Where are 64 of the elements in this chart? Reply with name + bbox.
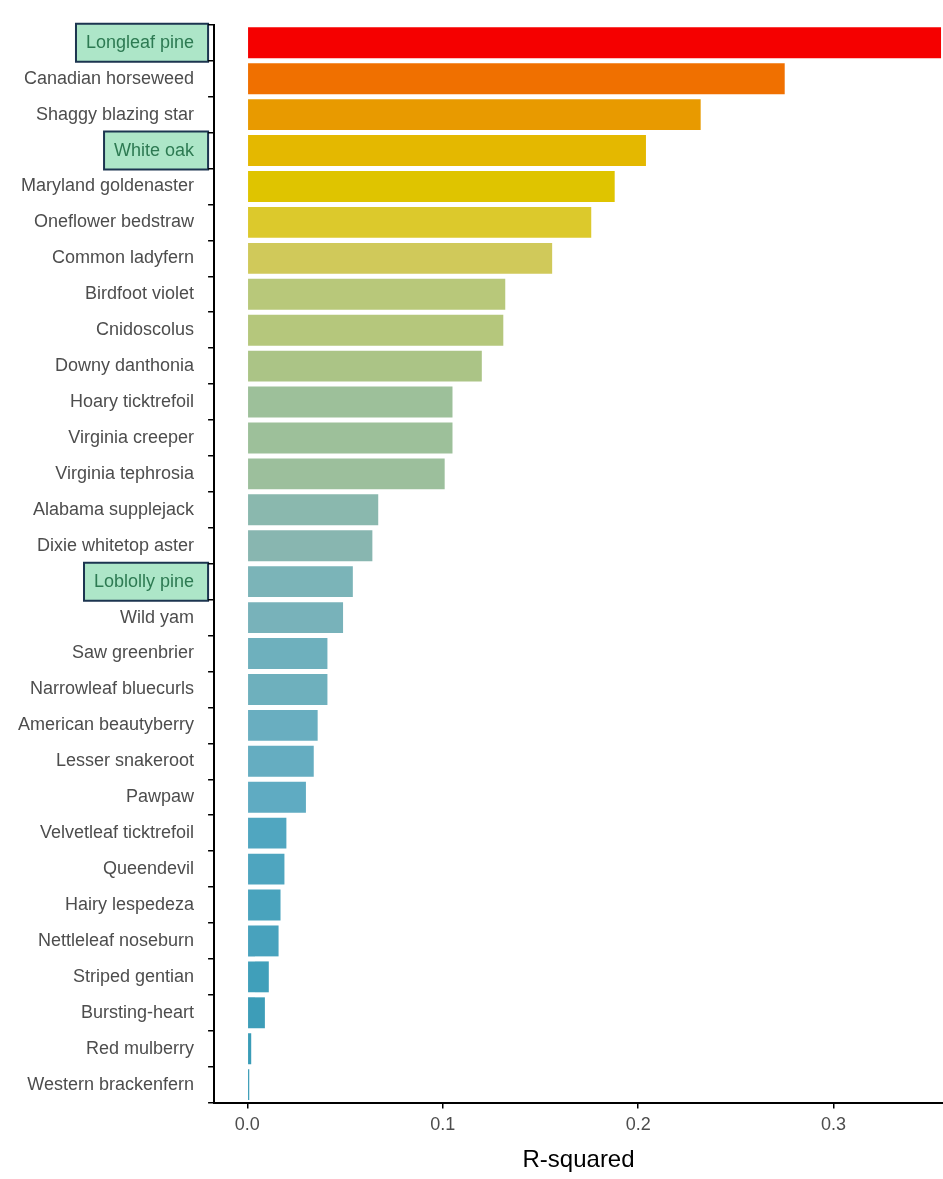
y-tick-label: Virginia tephrosia: [55, 462, 196, 483]
x-tick-label: 0.1: [430, 1114, 456, 1135]
bar: [248, 27, 942, 59]
y-tick-label: Saw greenbrier: [72, 642, 195, 663]
bar: [248, 350, 482, 382]
bar: [248, 135, 646, 166]
y-tick-label: Birdfoot violet: [85, 283, 195, 304]
y-tick-label: Common ladyfern: [52, 247, 195, 268]
bar: [248, 494, 379, 526]
bar: [248, 566, 353, 598]
y-tick-label: Canadian horseweed: [23, 67, 195, 88]
y-tick-label: American beautyberry: [17, 714, 195, 735]
bar: [248, 674, 328, 705]
bar: [248, 638, 328, 669]
y-tick-label: Longleaf pine: [85, 31, 195, 52]
bar: [248, 278, 506, 310]
y-tick-label: Velvetleaf ticktrefoil: [40, 822, 195, 843]
bar: [248, 206, 592, 238]
y-tick-label: White oak: [114, 139, 196, 160]
bar: [248, 602, 344, 634]
y-tick-label: Bursting-heart: [81, 1001, 195, 1022]
y-tick-label: Pawpaw: [126, 786, 196, 807]
y-tick-label: Oneflower bedstraw: [34, 211, 196, 232]
y-tick-label: Hoary ticktrefoil: [70, 391, 195, 411]
bar: [248, 1033, 252, 1065]
x-tick-label: 0.2: [625, 1114, 651, 1135]
y-tick-label: Wild yam: [120, 606, 195, 627]
y-tick-label: Alabama supplejack: [32, 498, 196, 519]
y-tick-label: Cnidoscolus: [96, 319, 195, 340]
bar: [248, 709, 318, 741]
y-tick-label: Downy danthonia: [54, 355, 196, 376]
y-tick-label: Shaggy blazing star: [35, 103, 195, 124]
y-tick-label: Maryland goldenaster: [20, 175, 195, 196]
bar: [248, 530, 373, 562]
y-tick-label: Western brackenfern: [27, 1073, 195, 1094]
x-axis-title: R-squared: [522, 1145, 635, 1173]
bar: [248, 242, 553, 274]
x-tick-label: 0.0: [234, 1114, 260, 1135]
bar: [248, 961, 269, 993]
y-tick-label: Striped gentian: [72, 965, 195, 986]
y-tick-label: Loblolly pine: [94, 570, 195, 591]
bar: [248, 314, 504, 346]
y-tick-label: Dixie whitetop aster: [37, 534, 195, 555]
y-tick-label: Virginia creeper: [68, 426, 195, 447]
bar: [248, 458, 445, 490]
bar: [248, 745, 314, 777]
bar: [248, 63, 785, 95]
bar: [248, 997, 265, 1029]
y-tick-label: Nettleleaf noseburn: [37, 929, 195, 950]
y-tick-label: Hairy lespedeza: [65, 893, 196, 914]
bar: [248, 386, 453, 418]
bar: [248, 781, 306, 813]
y-tick-label: Queendevil: [103, 858, 195, 879]
y-tick-label: Red mulberry: [86, 1037, 195, 1058]
bar: [248, 817, 287, 849]
y-tick-label: Narrowleaf bluecurls: [30, 678, 195, 699]
x-tick-label: 0.3: [821, 1114, 847, 1135]
bar: [248, 853, 285, 885]
bar: [248, 99, 701, 131]
bar: [248, 889, 281, 921]
bar: [248, 925, 279, 957]
bar: [248, 422, 453, 454]
bar: [248, 171, 615, 202]
y-tick-label: Lesser snakeroot: [56, 750, 195, 771]
